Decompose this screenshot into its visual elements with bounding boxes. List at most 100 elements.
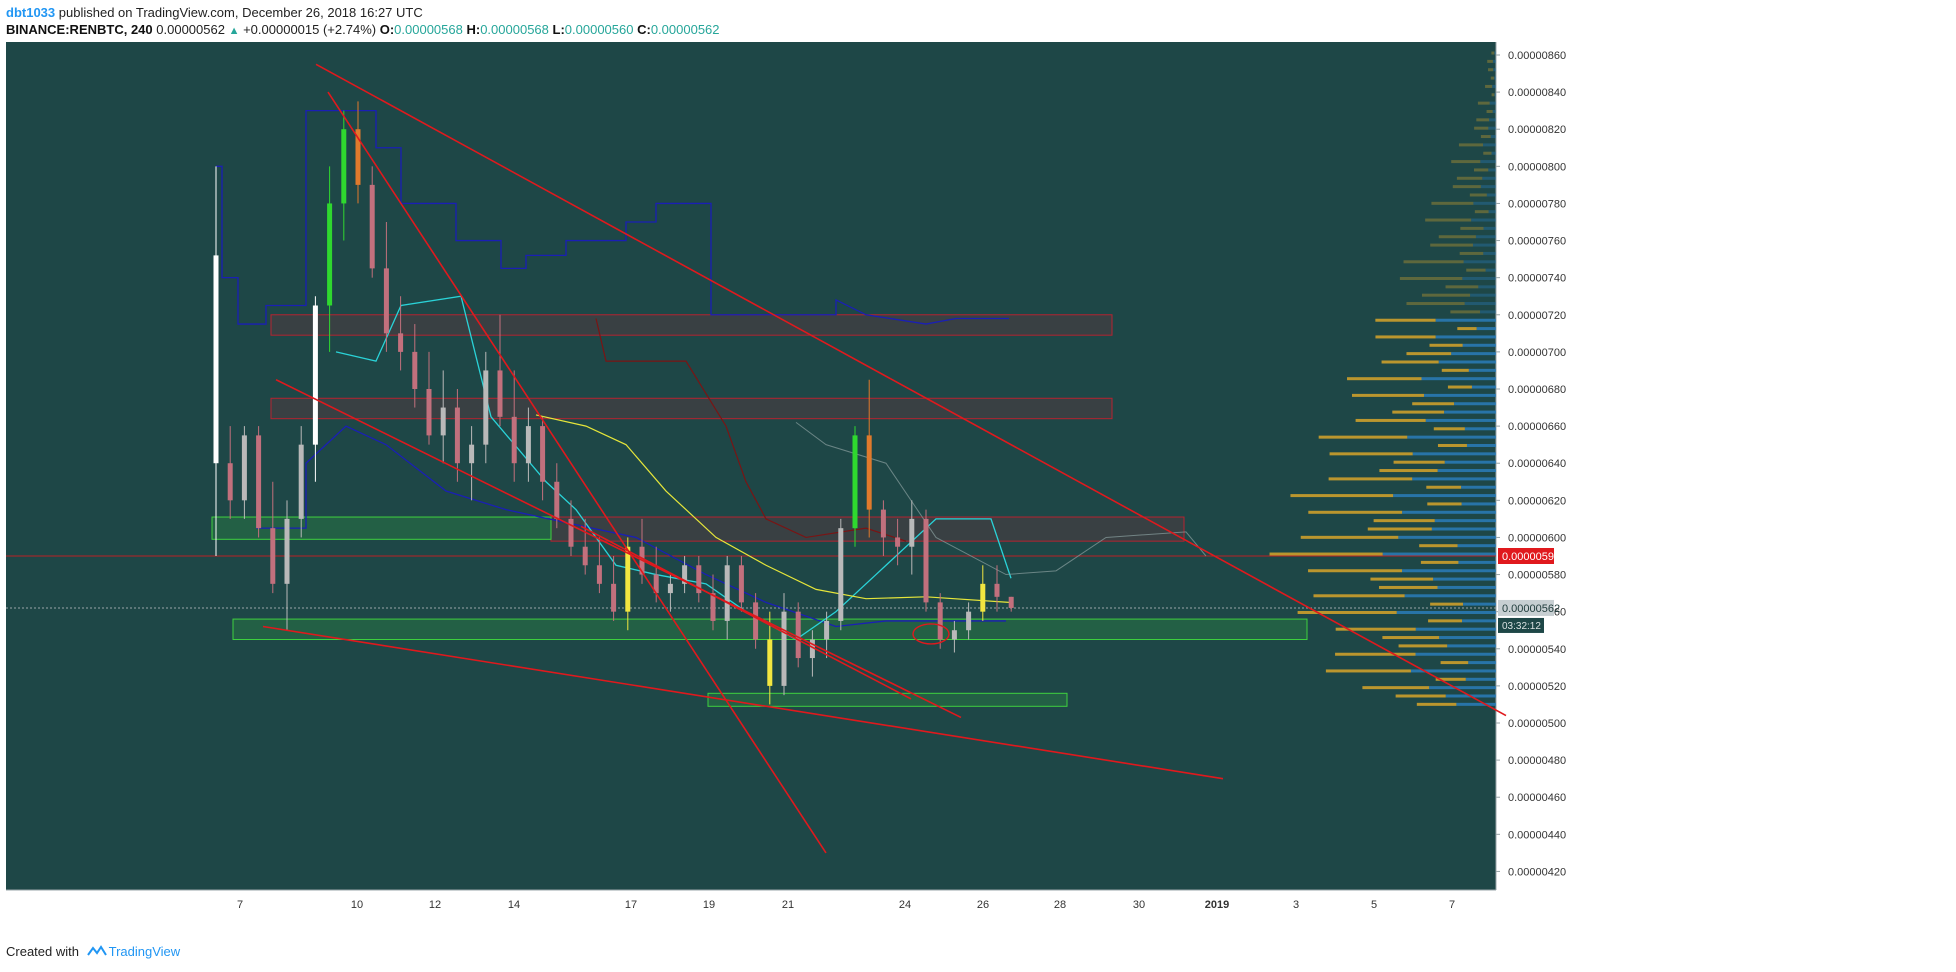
y-tick-label: 0.00000500 <box>1508 718 1566 730</box>
volume-profile-bar <box>1425 218 1472 222</box>
volume-profile-bar <box>1462 619 1496 623</box>
candle-body <box>398 333 404 352</box>
candle-body <box>270 528 276 584</box>
volume-profile-bar <box>1454 402 1496 406</box>
candle-body <box>611 583 617 612</box>
candle-body <box>795 611 801 659</box>
candle-body <box>596 565 602 584</box>
volume-profile-bar <box>1471 385 1496 389</box>
symbol-label: BINANCE:RENBTC, 240 <box>6 22 153 37</box>
volume-profile-bar <box>1468 661 1496 665</box>
volume-profile-bar <box>1456 176 1483 180</box>
x-tick-label: 3 <box>1293 899 1299 911</box>
candle-body <box>994 583 1000 597</box>
descending-trendline <box>315 63 1507 717</box>
volume-profile-bar <box>1447 644 1496 648</box>
y-tick-label: 0.00000480 <box>1508 755 1566 767</box>
volume-profile-bar <box>1393 460 1445 464</box>
volume-profile-bar <box>1416 702 1457 706</box>
author-link[interactable]: dbt1033 <box>6 5 56 20</box>
candle-body <box>980 583 986 612</box>
volume-profile-bar <box>1491 51 1495 55</box>
volume-profile-bar <box>1444 410 1496 414</box>
candle-body <box>682 565 688 584</box>
volume-profile-bar <box>1347 377 1422 381</box>
candle-body <box>895 537 901 547</box>
created-with-text: Created with <box>6 944 79 959</box>
volume-profile-bar <box>1452 185 1481 189</box>
tradingview-brand-link[interactable]: TradingView <box>108 944 181 959</box>
candle-body <box>909 518 915 547</box>
y-tick-label: 0.00000860 <box>1508 50 1566 62</box>
candle-body <box>497 370 503 417</box>
y-tick-label: 0.00000840 <box>1508 87 1566 99</box>
volume-profile-bar <box>1469 193 1487 197</box>
volume-profile-bar <box>1461 485 1496 489</box>
candle-body <box>312 305 318 445</box>
volume-profile-bar <box>1444 460 1496 464</box>
volume-profile-bar <box>1415 627 1496 631</box>
volume-profile-bar <box>1463 602 1496 606</box>
volume-profile-bar <box>1412 452 1496 456</box>
volume-profile-bar <box>1476 327 1496 331</box>
volume-profile-bar <box>1423 393 1496 397</box>
chart-area[interactable]: 0.00000860 0.00000840 0.00000820 0.00000800… <box>6 42 1950 938</box>
high-value: 0.00000568 <box>480 22 549 37</box>
volume-profile-bar <box>1471 218 1496 222</box>
volume-profile-bar <box>1375 335 1436 339</box>
volume-profile-bar <box>1491 151 1496 155</box>
x-tick-label: 12 <box>429 899 441 911</box>
candle-body <box>852 435 858 529</box>
y-tick-label: 0.00000760 <box>1508 236 1566 248</box>
volume-profile-bar <box>1458 560 1496 564</box>
candle-body <box>653 574 659 594</box>
x-tick-label: 2019 <box>1205 899 1229 911</box>
volume-profile-bar <box>1428 619 1463 623</box>
volume-profile-bar <box>1392 410 1445 414</box>
candle-body <box>554 481 560 519</box>
volume-profile-bar <box>1480 160 1496 164</box>
volume-profile-bar <box>1488 68 1494 72</box>
volume-profile-bar <box>1382 552 1496 556</box>
y-tick-label: 0.00000680 <box>1508 384 1566 396</box>
candle-body <box>355 129 361 185</box>
footer: Created with TradingView <box>6 944 180 960</box>
candle-body <box>838 528 844 621</box>
volume-profile-bar <box>1300 535 1399 539</box>
volume-profile-bar <box>1308 510 1403 514</box>
volume-profile-bar <box>1355 418 1426 422</box>
x-tick-label: 17 <box>625 899 637 911</box>
volume-profile-bar <box>1429 343 1463 347</box>
volume-profile-bar <box>1462 343 1496 347</box>
volume-profile-bar <box>1429 686 1496 690</box>
countdown-badge <box>1498 617 1544 633</box>
open-label: O: <box>379 22 395 37</box>
low-value: 0.00000560 <box>564 22 634 37</box>
open-value: 0.00000568 <box>394 22 463 37</box>
channel-trendline <box>275 378 962 719</box>
volume-profile-bar <box>1494 51 1496 55</box>
close-label: C: <box>637 22 651 37</box>
chart-header: dbt1033 published on TradingView.com, De… <box>6 4 1946 40</box>
candle-body <box>880 509 886 538</box>
y-tick-label: 0.00000440 <box>1508 829 1566 841</box>
volume-profile-bar <box>1476 118 1490 122</box>
volume-profile-bar <box>1431 201 1474 205</box>
lagging-span-line <box>595 318 907 542</box>
highlight-circle <box>912 623 950 645</box>
volume-profile-bar <box>1445 285 1479 289</box>
ohlc-line: BINANCE:RENBTC, 240 0.00000562 ▲ +0.0000… <box>6 21 1946 40</box>
volume-profile-bar <box>1464 302 1496 306</box>
marked-price-label: 0.00000590 <box>1502 551 1560 563</box>
volume-profile-bar <box>1435 318 1496 322</box>
candlestick-chart[interactable]: 0.00000860 0.00000840 0.00000820 0.00000800… <box>6 42 1950 938</box>
candle-body <box>696 565 702 594</box>
volume-profile-bar <box>1492 84 1496 88</box>
candle-body <box>426 388 432 436</box>
volume-profile-bar <box>1367 527 1432 531</box>
candle-body <box>724 565 730 621</box>
candle-body <box>809 639 815 659</box>
y-tick-label: 0.00000540 <box>1508 644 1566 656</box>
last-price: 0.00000562 <box>156 22 225 37</box>
price-axis-background <box>1496 42 1950 938</box>
